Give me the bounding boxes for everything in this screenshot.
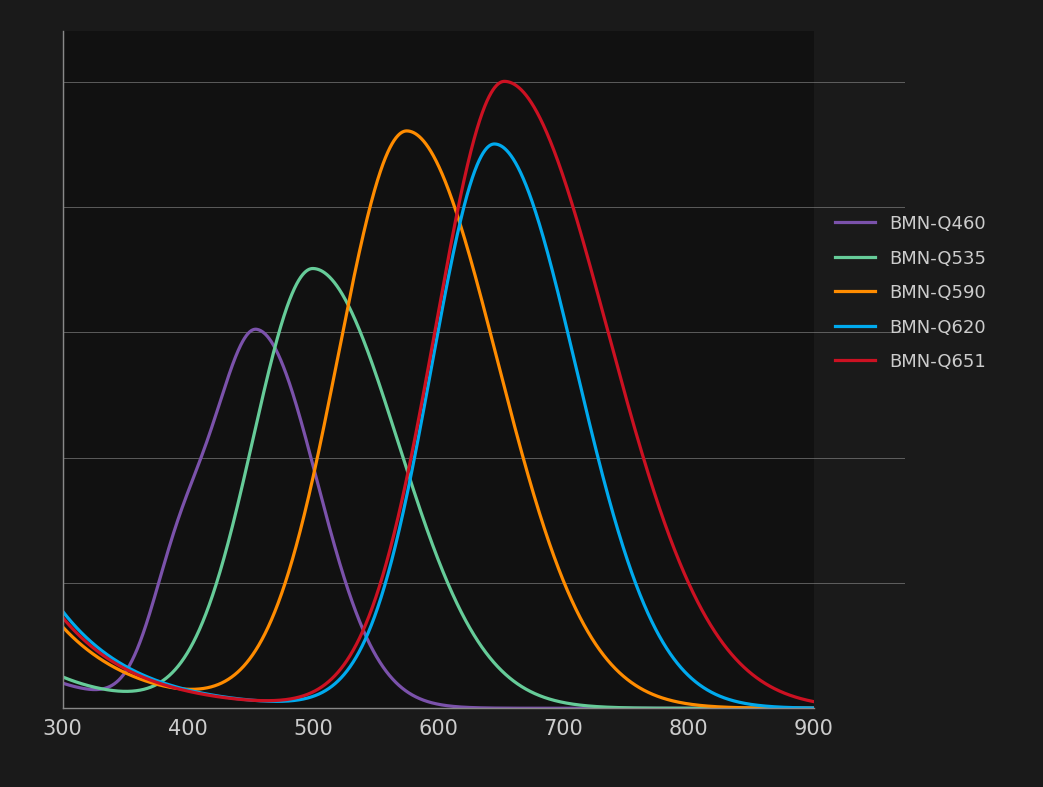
BMN-Q535 <box>784 704 797 713</box>
BMN-Q460 <box>602 704 614 713</box>
BMN-Q535 <box>378 394 390 404</box>
BMN-Q590 <box>784 704 797 713</box>
BMN-Q460 <box>784 704 797 713</box>
BMN-Q590 <box>56 622 69 631</box>
BMN-Q620 <box>371 602 384 611</box>
BMN-Q651 <box>807 696 820 706</box>
BMN-Q535 <box>602 703 614 712</box>
BMN-Q535 <box>56 672 69 682</box>
BMN-Q620 <box>488 139 501 149</box>
BMN-Q620 <box>378 583 390 593</box>
BMN-Q620 <box>413 427 426 437</box>
BMN-Q535 <box>413 503 426 512</box>
BMN-Q535 <box>307 264 319 273</box>
BMN-Q620 <box>807 704 820 713</box>
BMN-Q590 <box>378 157 390 166</box>
BMN-Q651 <box>378 567 390 576</box>
BMN-Q460 <box>747 704 759 713</box>
BMN-Q460 <box>413 694 426 704</box>
Line: BMN-Q460: BMN-Q460 <box>63 329 814 708</box>
BMN-Q460 <box>249 324 262 334</box>
BMN-Q620 <box>602 492 614 501</box>
BMN-Q651 <box>499 76 511 86</box>
BMN-Q651 <box>413 411 426 420</box>
BMN-Q651 <box>602 328 614 338</box>
BMN-Q590 <box>747 704 759 713</box>
BMN-Q590 <box>371 174 384 183</box>
BMN-Q590 <box>413 132 426 142</box>
BMN-Q460 <box>372 655 385 664</box>
BMN-Q590 <box>401 126 413 135</box>
BMN-Q535 <box>747 704 759 713</box>
BMN-Q651 <box>747 671 759 680</box>
Line: BMN-Q535: BMN-Q535 <box>63 268 814 708</box>
Line: BMN-Q651: BMN-Q651 <box>63 81 814 701</box>
BMN-Q460 <box>807 704 820 713</box>
BMN-Q535 <box>807 704 820 713</box>
BMN-Q651 <box>56 613 69 623</box>
BMN-Q460 <box>56 678 69 688</box>
Line: BMN-Q590: BMN-Q590 <box>63 131 814 708</box>
BMN-Q620 <box>56 607 69 616</box>
Legend: BMN-Q460, BMN-Q535, BMN-Q590, BMN-Q620, BMN-Q651: BMN-Q460, BMN-Q535, BMN-Q590, BMN-Q620, … <box>830 209 992 377</box>
BMN-Q535 <box>372 376 385 386</box>
BMN-Q590 <box>602 656 614 666</box>
BMN-Q620 <box>747 700 759 709</box>
BMN-Q590 <box>807 704 820 713</box>
BMN-Q620 <box>784 703 797 712</box>
BMN-Q651 <box>371 586 384 595</box>
Line: BMN-Q620: BMN-Q620 <box>63 144 814 708</box>
BMN-Q651 <box>784 691 797 700</box>
BMN-Q460 <box>378 664 390 674</box>
